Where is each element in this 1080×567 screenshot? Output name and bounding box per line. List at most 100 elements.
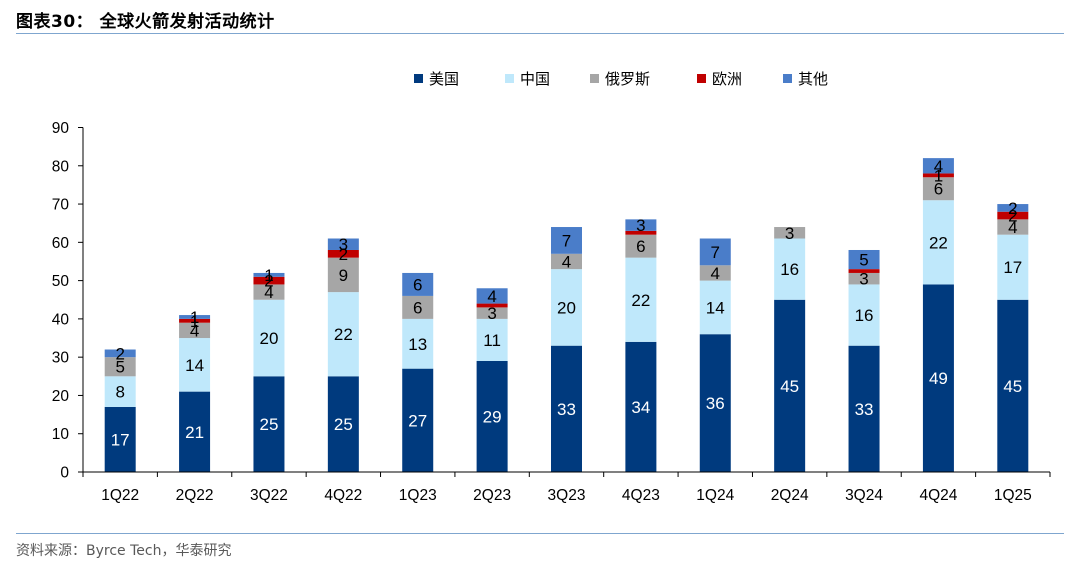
bar-segment [104, 376, 136, 407]
data-label: 1 [264, 266, 273, 285]
bar-segment [104, 406, 136, 472]
data-label: 16 [855, 306, 874, 325]
y-tick-label: 10 [52, 426, 70, 443]
bar-segment [327, 238, 359, 250]
x-tick-label: 4Q22 [324, 487, 362, 504]
bar-segment [402, 318, 434, 369]
bar-segment [551, 227, 582, 254]
bar-segment [922, 177, 954, 201]
bar-segment [699, 280, 731, 335]
data-label: 6 [413, 275, 422, 294]
bar-segment [997, 219, 1029, 235]
x-tick-label: 3Q23 [548, 487, 586, 504]
legend-item: 俄罗斯 [590, 70, 650, 88]
x-tick-label: 2Q23 [473, 487, 511, 504]
bar-segment [402, 272, 434, 296]
data-label: 33 [557, 400, 576, 419]
data-label: 8 [115, 383, 124, 402]
data-label: 20 [557, 298, 576, 317]
bar-segment [179, 322, 211, 339]
bar-segment [253, 276, 285, 285]
data-label: 1 [190, 312, 199, 331]
x-tick-label: 4Q23 [622, 487, 660, 504]
bar-segment [848, 269, 880, 273]
data-label: 6 [934, 180, 943, 199]
x-tick-label: 1Q23 [399, 487, 437, 504]
bar-segment [699, 334, 731, 472]
bar-segment [104, 349, 136, 358]
data-label: 4 [934, 157, 943, 176]
x-axis: 1Q22 2Q22 3Q22 4Q22 1Q23 2Q23 3Q23 4Q23 1Q24 2Q24… [82, 471, 1051, 504]
x-tick-label: 4Q24 [919, 487, 957, 504]
data-label: 3 [339, 235, 348, 254]
data-label: 2 [115, 344, 124, 363]
bar-segment [179, 318, 211, 323]
data-label: 4 [562, 252, 571, 271]
data-label: 6 [636, 237, 645, 256]
bar-stack: 29 11 34 [476, 287, 508, 472]
bar-stack: 27 13 6 6 [402, 272, 434, 472]
bar-segment [179, 315, 211, 319]
bar-segment [922, 200, 954, 285]
bar-segment [402, 368, 434, 472]
bar-segment [997, 234, 1029, 300]
data-label: 16 [780, 260, 799, 279]
bar-segment [253, 272, 285, 277]
bar-segment [551, 253, 582, 270]
x-tick-label: 2Q24 [771, 487, 809, 504]
legend-label: 欧洲 [712, 70, 742, 88]
legend-item: 欧洲 [697, 70, 742, 88]
x-tick-label: 3Q24 [845, 487, 883, 504]
bar-segment [253, 376, 285, 472]
data-label: 22 [631, 291, 650, 310]
bar-segment [327, 292, 359, 377]
data-label: 2 [1008, 207, 1017, 226]
bar-stack: 36 14 4 7 [699, 238, 731, 472]
data-label: 36 [706, 394, 725, 413]
bar-segment [476, 303, 508, 308]
bar-segment [476, 318, 508, 361]
data-label: 9 [339, 266, 348, 285]
bar-stack: 33 16 35 [848, 249, 880, 472]
bar-segment [848, 272, 880, 285]
data-label: 3 [859, 270, 868, 289]
title-divider [16, 33, 1064, 34]
bar-segment [997, 204, 1029, 212]
chart-title: 图表30： 全球火箭发射活动统计 [16, 12, 275, 32]
data-label: 6 [413, 298, 422, 317]
source-note: 资料来源：Byrce Tech，华泰研究 [16, 543, 232, 559]
y-tick-label: 90 [52, 120, 70, 137]
x-tick-label: 1Q25 [994, 487, 1032, 504]
bar-segment [476, 307, 508, 319]
bar-stack: 49 22 614 [922, 157, 954, 472]
y-tick-label: 50 [52, 273, 70, 290]
bar-segment [253, 299, 285, 377]
y-tick-label: 70 [52, 197, 70, 214]
y-tick-label: 20 [52, 388, 70, 405]
y-tick-label: 40 [52, 311, 70, 328]
bar-segment [699, 238, 731, 266]
bar-stack: 25 22 9 23 [327, 235, 359, 472]
bar-segment [179, 391, 211, 472]
bar-stack: 45 17 422 [997, 199, 1029, 472]
data-label: 3 [487, 304, 496, 323]
x-tick-label: 3Q22 [250, 487, 288, 504]
data-label: 22 [334, 325, 353, 344]
bar-segment [848, 345, 880, 472]
bar-segment [922, 284, 954, 472]
data-label: 5 [859, 251, 868, 270]
bar-segment [774, 238, 806, 300]
bar-segment [625, 257, 657, 342]
legend-swatch [505, 74, 514, 83]
data-label: 45 [780, 377, 799, 396]
bar-segment [625, 234, 657, 258]
y-tick-label: 80 [52, 158, 70, 175]
bar-segment [253, 284, 285, 300]
bar-segment [625, 219, 657, 231]
legend-label: 中国 [520, 70, 550, 88]
y-tick-label: 0 [60, 465, 69, 482]
legend-item: 美国 [414, 70, 459, 88]
bar-segment [551, 269, 582, 346]
data-label: 27 [408, 411, 427, 430]
